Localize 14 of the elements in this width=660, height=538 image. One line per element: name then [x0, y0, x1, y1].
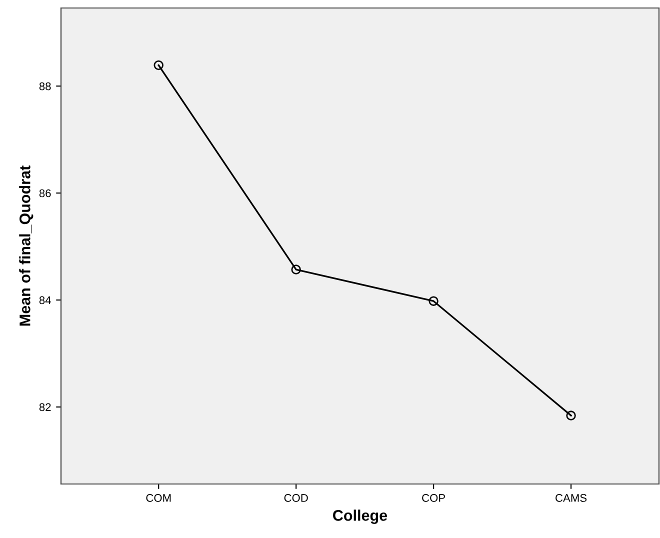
y-tick-label: 82: [39, 403, 51, 412]
point: [291, 264, 301, 274]
x-tick-label: CAMS: [556, 494, 587, 502]
point: [154, 60, 164, 70]
x-tick-label: COP: [422, 494, 445, 502]
x-axis-title: College: [333, 510, 388, 524]
y-tick-label: 88: [39, 82, 51, 90]
x-tick-label: COM: [146, 494, 171, 502]
point: [428, 296, 438, 306]
y-axis-title: Mean of final_Quodrat: [19, 166, 34, 326]
y-tick-label: 84: [39, 296, 51, 304]
y-tick-label: 86: [39, 189, 51, 198]
x-tick-label: COD: [284, 494, 308, 502]
point: [566, 410, 576, 420]
